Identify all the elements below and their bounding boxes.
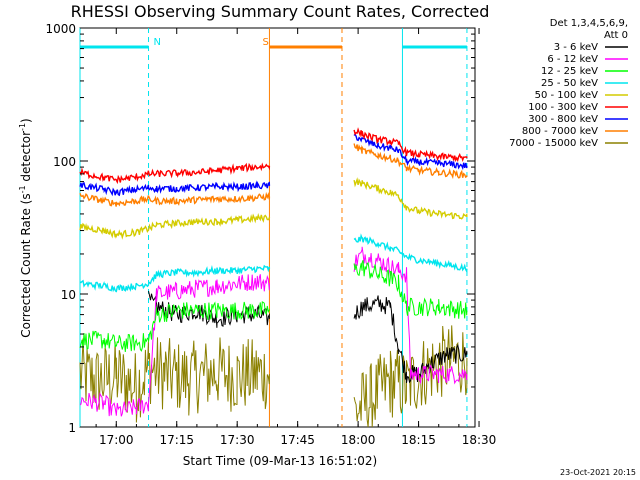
series-100-300-kev-seg-0 xyxy=(79,162,271,185)
marker-label: N xyxy=(154,37,161,48)
series-50-100-kev-seg-0 xyxy=(79,213,271,240)
legend-entry-label: 300 - 800 keV xyxy=(528,114,598,125)
legend-attenuator-header: Att 0 xyxy=(604,30,628,41)
legend-entry: 800 - 7000 keV xyxy=(522,126,628,137)
marker-saa-1: S xyxy=(262,28,343,427)
series-12-25-kev-seg-1 xyxy=(353,260,468,319)
legend-entry-label: 50 - 100 keV xyxy=(535,90,599,101)
y-tick-label: 10 xyxy=(61,288,76,302)
legend-detector-header: Det 1,3,4,5,6,9, xyxy=(550,18,628,29)
legend-entry: 12 - 25 keV xyxy=(541,66,628,77)
series-50-100-kev-seg-1 xyxy=(353,177,468,220)
legend-entry: 6 - 12 keV xyxy=(547,54,628,65)
series-800-7000-kev-seg-1 xyxy=(353,143,468,180)
legend-entry-label: 100 - 300 keV xyxy=(528,102,598,113)
x-tick-label: 17:00 xyxy=(99,433,134,447)
series-25-50-kev-seg-0 xyxy=(79,264,271,293)
x-axis-label: Start Time (09-Mar-13 16:51:02) xyxy=(183,454,377,468)
legend-entry-label: 6 - 12 keV xyxy=(547,54,598,65)
marker-label: S xyxy=(262,37,268,48)
legend-entry: 300 - 800 keV xyxy=(528,114,628,125)
plot-frame xyxy=(79,27,476,428)
series-7000-15000-kev-seg-1 xyxy=(353,325,468,428)
legend-entry: 3 - 6 keV xyxy=(554,42,628,53)
series-100-300-kev-seg-1 xyxy=(353,127,468,163)
x-tick-label: 18:30 xyxy=(462,433,497,447)
series-12-25-kev-seg-0 xyxy=(79,301,270,353)
series-6-12-kev-seg-0 xyxy=(79,274,270,417)
legend-entry: 7000 - 15000 keV xyxy=(509,138,628,149)
legend-entry: 25 - 50 keV xyxy=(541,78,628,89)
x-tick-label: 17:15 xyxy=(159,433,194,447)
x-tick-label: 18:00 xyxy=(341,433,376,447)
legend-entry-label: 3 - 6 keV xyxy=(554,42,598,53)
series-800-7000-kev-seg-0 xyxy=(79,191,271,207)
series-25-50-kev-seg-1 xyxy=(353,233,468,274)
legend-entry: 50 - 100 keV xyxy=(535,90,628,101)
legend-entry-label: 800 - 7000 keV xyxy=(522,126,598,137)
legend-entry: 100 - 300 keV xyxy=(528,102,628,113)
x-tick-label: 18:15 xyxy=(401,433,436,447)
series-7000-15000-kev-seg-0 xyxy=(79,337,270,423)
y-tick-label: 1 xyxy=(68,421,76,435)
series-300-800-kev-seg-1 xyxy=(353,132,468,171)
x-tick-label: 17:45 xyxy=(280,433,315,447)
legend-entry-label: 7000 - 15000 keV xyxy=(509,138,598,149)
legend-entry-label: 12 - 25 keV xyxy=(541,66,598,77)
y-tick-label: 100 xyxy=(53,155,76,169)
series-6-12-kev-seg-1 xyxy=(353,246,468,385)
date-stamp: 23-Oct-2021 20:15 xyxy=(560,468,636,477)
y-axis-label: Corrected Count Rate (s-1 detector-1) xyxy=(18,118,33,337)
series-3-6-kev-seg-1 xyxy=(353,295,468,384)
y-tick-label: 1000 xyxy=(45,22,76,36)
x-tick-label: 17:30 xyxy=(220,433,255,447)
legend-entry-label: 25 - 50 keV xyxy=(541,78,598,89)
series-layer xyxy=(79,127,468,428)
x-axis-ticks: 17:00 17:15 17:30 17:45 18:00 18:15 18:30 xyxy=(95,28,497,447)
series-300-800-kev-seg-0 xyxy=(79,180,271,197)
chart-title: RHESSI Observing Summary Count Rates, Co… xyxy=(71,2,490,21)
y-axis-ticks: 1 10 100 1000 xyxy=(45,22,475,435)
